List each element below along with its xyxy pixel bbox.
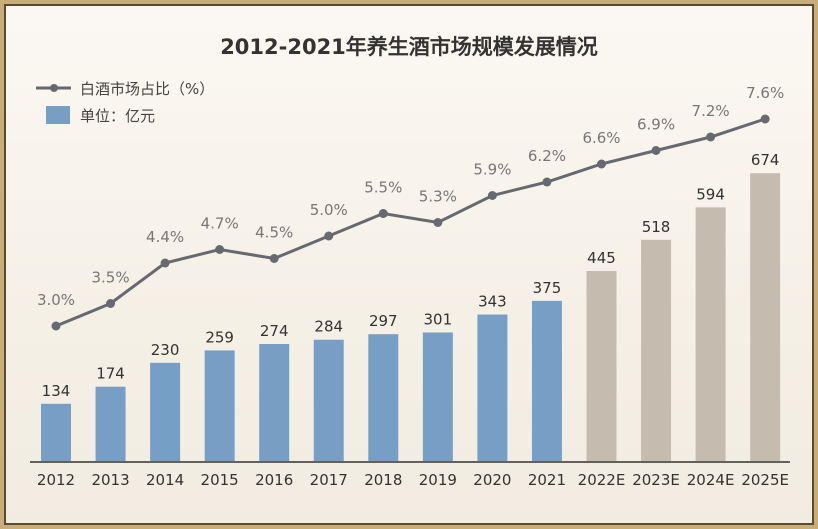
line-point (487, 191, 497, 200)
bar-2020 (477, 314, 508, 461)
bar-2014 (150, 362, 181, 461)
line-series (55, 117, 766, 328)
legend-marker-icon (50, 84, 58, 92)
x-tick-label: 2021 (528, 471, 566, 489)
x-tick-label: 2017 (310, 471, 348, 489)
bar-2012 (41, 403, 71, 461)
bar-value-label: 518 (642, 218, 671, 236)
x-tick-label: 2018 (364, 471, 402, 489)
line-value-label: 4.4% (146, 228, 184, 246)
bar-2024E (695, 207, 726, 461)
line-value-label: 6.9% (637, 116, 675, 134)
line-point (51, 321, 61, 331)
line-point (542, 177, 552, 187)
x-tick-label: 2024E (687, 471, 735, 489)
line-value-label: 3.5% (91, 269, 129, 287)
x-tick-label: 2016 (255, 471, 293, 489)
bar-value-label: 445 (587, 249, 616, 267)
bar-2023E (641, 239, 672, 461)
bar-value-label: 274 (260, 322, 289, 340)
bar-value-label: 174 (96, 365, 125, 383)
bar-2015 (204, 350, 235, 461)
bar-value-label: 134 (42, 382, 71, 400)
line-point (706, 132, 716, 142)
line-value-label: 7.6% (746, 84, 784, 102)
bar-2021 (531, 300, 562, 461)
legend-bar-swatch (46, 106, 70, 124)
line-point (433, 218, 443, 227)
line-value-label: 6.6% (582, 129, 620, 147)
x-tick-label: 2019 (419, 471, 457, 489)
chart-title: 2012-2021年养生酒市场规模发展情况 (220, 35, 598, 59)
x-tick-label: 2014 (146, 471, 184, 489)
chart-frame (4, 4, 814, 525)
bar-value-label: 230 (151, 341, 180, 359)
x-tick-label: 2013 (91, 471, 129, 489)
bar-value-label: 259 (205, 328, 234, 346)
x-tick-label: 2025E (741, 471, 789, 489)
line-value-label: 4.5% (255, 224, 293, 242)
x-tick-label: 2023E (632, 471, 680, 489)
bar-value-label: 674 (751, 151, 780, 169)
line-point (378, 209, 388, 218)
line-value-label: 6.2% (528, 147, 566, 165)
line-value-label: 4.7% (201, 215, 239, 233)
line-point (324, 231, 334, 241)
line-value-label: 7.2% (692, 102, 730, 120)
line-value-label: 5.5% (364, 179, 402, 197)
x-tick-label: 2022E (578, 471, 626, 489)
x-tick-label: 2012 (37, 471, 75, 489)
bar-2019 (422, 332, 453, 461)
bar-value-label: 297 (369, 312, 398, 330)
bar-2018 (368, 334, 399, 461)
bar-2013 (95, 386, 126, 461)
bar-value-label: 301 (424, 310, 453, 328)
line-point (215, 245, 225, 254)
bar-value-label: 375 (533, 279, 562, 297)
x-tick-label: 2020 (473, 471, 511, 489)
line-value-label: 5.9% (473, 161, 511, 179)
line-value-label: 5.3% (419, 188, 457, 206)
line-point (760, 114, 770, 124)
line-point (269, 254, 279, 263)
bar-value-label: 594 (696, 185, 725, 203)
bar-value-label: 284 (314, 318, 343, 336)
bar-2017 (313, 339, 344, 461)
legend-bar-label: 单位：亿元 (80, 107, 155, 125)
bar-2016 (259, 344, 290, 461)
x-tick-label: 2015 (201, 471, 239, 489)
line-point (651, 146, 661, 155)
line-point (597, 159, 606, 169)
legend: 白酒市场占比（%） 单位：亿元 (36, 80, 214, 125)
bar-2025E (750, 173, 781, 461)
bar-value-label: 343 (478, 293, 507, 311)
line-value-label: 5.0% (310, 201, 348, 219)
line-point (160, 258, 170, 268)
legend-line-label: 白酒市场占比（%） (80, 80, 214, 98)
line-value-label: 3.0% (37, 291, 75, 309)
line-point (106, 299, 116, 308)
bar-2022E (586, 270, 617, 461)
